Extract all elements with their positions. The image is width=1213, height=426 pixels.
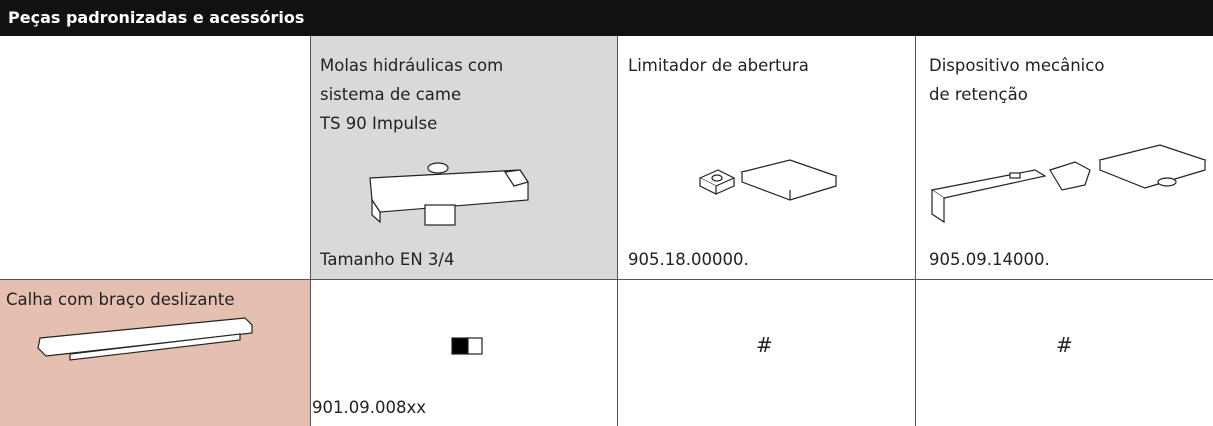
cell-mark: # xyxy=(1056,333,1073,357)
code: Tamanho EN 3/4 xyxy=(320,250,455,269)
limiter-icon xyxy=(698,159,838,201)
grid-line xyxy=(0,279,1213,280)
row-label: Calha com braço deslizante xyxy=(6,290,235,309)
column-title: sistema de came xyxy=(320,85,462,104)
column-title: TS 90 Impulse xyxy=(320,114,438,133)
column-title: Molas hidráulicas com xyxy=(320,56,504,75)
highlight-cell xyxy=(310,36,617,279)
code: 905.18.00000. xyxy=(628,250,749,269)
header-title: Peças padronizadas e acessórios xyxy=(8,8,305,27)
column-title: de retenção xyxy=(929,85,1028,104)
indicator-icon xyxy=(451,337,483,355)
grid-line xyxy=(617,36,618,426)
cell-mark: # xyxy=(756,333,773,357)
closer-icon xyxy=(369,162,529,226)
column-title: Limitador de abertura xyxy=(628,56,809,75)
code: 901.09.008xx xyxy=(312,398,427,417)
grid-line xyxy=(915,36,916,426)
code: 905.09.14000. xyxy=(929,250,1050,269)
slide-rail-icon xyxy=(37,317,253,361)
grid-line xyxy=(310,36,311,426)
column-title: Dispositivo mecânico xyxy=(929,56,1105,75)
hold-open-icon xyxy=(930,144,1207,224)
header-bar: Peças padronizadas e acessórios xyxy=(0,0,1213,36)
